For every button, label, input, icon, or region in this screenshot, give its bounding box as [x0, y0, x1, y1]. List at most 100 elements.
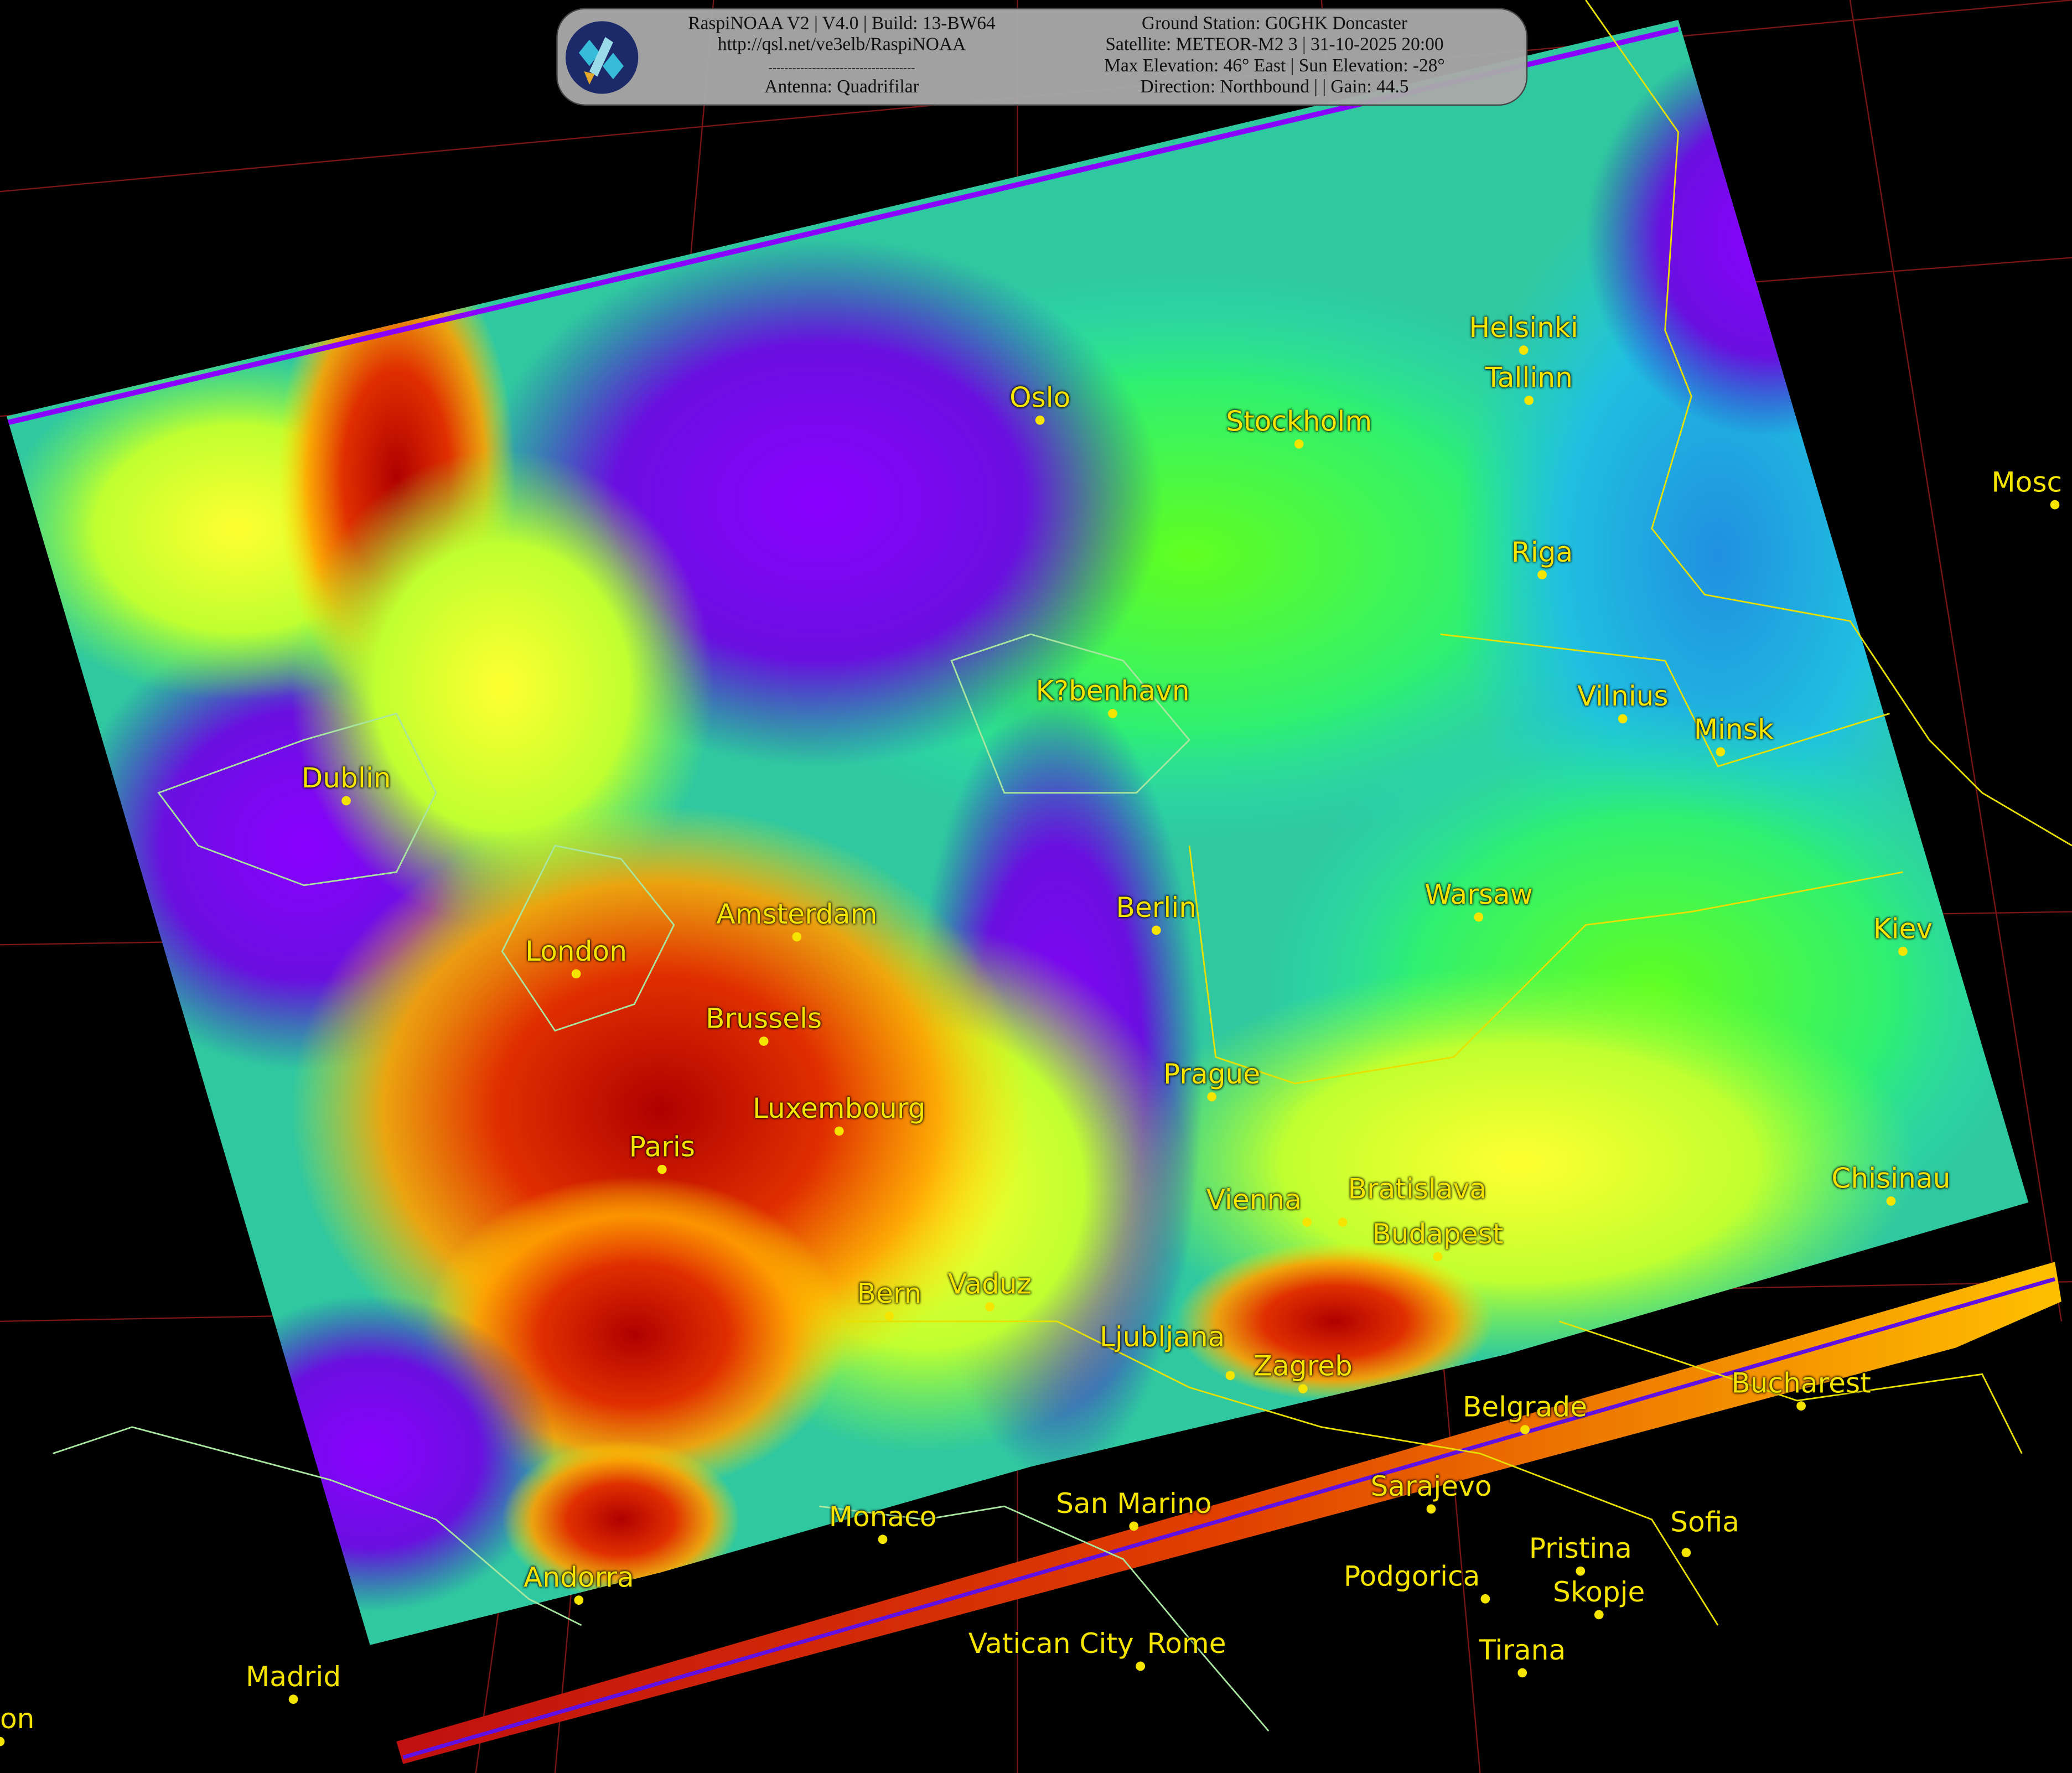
- city-label-tirana: Tirana: [1479, 1634, 1566, 1667]
- elevation-info: Max Elevation: 46° East | Sun Elevation:…: [1104, 56, 1445, 77]
- satellite-and-time: Satellite: METEOR-M2 3 | 31-10-2025 20:0…: [1105, 35, 1444, 56]
- city-marker-london: [571, 969, 581, 979]
- city-label-pristina: Pristina: [1529, 1532, 1632, 1565]
- raspinoaa-logo: [565, 21, 639, 94]
- city-label-bern: Bern: [857, 1278, 922, 1310]
- city-label-paris: Paris: [629, 1131, 695, 1163]
- city-label-ljubljana: Ljubljana: [1099, 1321, 1225, 1354]
- city-marker-bucharest: [1796, 1401, 1806, 1411]
- pass-details: Ground Station: G0GHK Doncaster Satellit…: [1040, 14, 1509, 99]
- city-label-kiev: Kiev: [1873, 913, 1933, 945]
- city-marker-vilnius: [1618, 714, 1628, 724]
- city-marker-zagreb: [1298, 1384, 1308, 1393]
- city-label-bratislava: Bratislava: [1348, 1173, 1487, 1205]
- city-label-andorra: Andorra: [524, 1562, 634, 1594]
- separator: -------------------------------------: [768, 60, 915, 74]
- city-label-monaco: Monaco: [828, 1501, 937, 1533]
- city-marker-pristina: [1576, 1566, 1586, 1576]
- city-label-vaduz: Vaduz: [947, 1268, 1032, 1300]
- city-label-vilnius: Vilnius: [1577, 680, 1669, 713]
- city-marker-chisinau: [1886, 1196, 1896, 1206]
- software-url[interactable]: http://qsl.net/ve3elb/RaspiNOAA: [717, 35, 966, 56]
- city-marker-sofia: [1681, 1548, 1691, 1558]
- city-marker-ljubljana: [1225, 1371, 1235, 1381]
- software-version: RaspiNOAA V2 | V4.0 | Build: 13-BW64: [688, 14, 996, 35]
- city-marker-tirana: [1517, 1668, 1527, 1678]
- city-label-stockholm: Stockholm: [1226, 406, 1372, 438]
- city-label-mosc: Mosc: [1991, 466, 2063, 499]
- city-marker-riga: [1537, 570, 1547, 580]
- city-label-helsinki: Helsinki: [1469, 312, 1578, 344]
- city-label-vatican-city: Vatican City: [968, 1627, 1134, 1660]
- city-marker-belgrade: [1520, 1425, 1530, 1434]
- city-marker-oslo: [1035, 415, 1045, 425]
- city-marker-kiev: [1898, 946, 1908, 956]
- city-label-riga: Riga: [1511, 536, 1573, 568]
- city-marker-podgorica: [1480, 1594, 1490, 1604]
- city-marker-on: [0, 1736, 5, 1746]
- city-label-warsaw: Warsaw: [1424, 878, 1533, 911]
- city-label-podgorica: Podgorica: [1344, 1560, 1480, 1593]
- ground-station: Ground Station: G0GHK Doncaster: [1142, 14, 1408, 35]
- city-label-bucharest: Bucharest: [1731, 1367, 1871, 1399]
- station-software-info: RaspiNOAA V2 | V4.0 | Build: 13-BW64 htt…: [650, 14, 1033, 99]
- city-label-rome: Rome: [1147, 1627, 1226, 1660]
- city-label-budapest: Budapest: [1372, 1218, 1504, 1250]
- city-label-prague: Prague: [1163, 1058, 1261, 1090]
- city-label-amsterdam: Amsterdam: [716, 898, 878, 931]
- city-label-skopje: Skopje: [1553, 1576, 1645, 1608]
- city-label-sarajevo: Sarajevo: [1370, 1470, 1492, 1502]
- coastlines: [53, 633, 1270, 1731]
- city-marker-berlin: [1151, 925, 1161, 935]
- city-label-luxembourg: Luxembourg: [752, 1092, 926, 1125]
- city-label-brussels: Brussels: [706, 1003, 822, 1035]
- city-marker-k-benhavn: [1108, 709, 1117, 718]
- city-marker-skopje: [1594, 1610, 1604, 1620]
- city-label-k-benhavn: K?benhavn: [1035, 675, 1190, 707]
- city-label-dublin: Dublin: [301, 762, 391, 795]
- city-marker-rome: [1136, 1661, 1146, 1671]
- city-marker-monaco: [878, 1534, 888, 1544]
- city-marker-sarajevo: [1426, 1504, 1436, 1514]
- city-label-minsk: Minsk: [1693, 713, 1774, 745]
- city-marker-tallinn: [1524, 396, 1534, 405]
- city-marker-madrid: [288, 1694, 298, 1704]
- antenna-info: Antenna: Quadrifilar: [764, 77, 919, 98]
- city-marker-andorra: [574, 1595, 584, 1605]
- city-marker-budapest: [1433, 1252, 1443, 1262]
- city-marker-luxembourg: [834, 1126, 844, 1136]
- city-label-berlin: Berlin: [1116, 891, 1197, 924]
- city-marker-vienna: [1302, 1217, 1312, 1227]
- pass-info-banner: RaspiNOAA V2 | V4.0 | Build: 13-BW64 htt…: [556, 8, 1528, 106]
- country-borders: [846, 0, 2072, 1626]
- city-marker-minsk: [1716, 747, 1726, 757]
- city-label-oslo: Oslo: [1009, 382, 1071, 414]
- satellite-icon: [578, 37, 624, 85]
- city-label-tallinn: Tallinn: [1485, 362, 1573, 394]
- city-label-zagreb: Zagreb: [1253, 1350, 1353, 1382]
- city-marker-vaduz: [985, 1302, 994, 1311]
- city-marker-san-marino: [1129, 1521, 1139, 1531]
- city-marker-helsinki: [1519, 345, 1529, 355]
- city-marker-brussels: [759, 1036, 769, 1046]
- city-label-madrid: Madrid: [245, 1661, 341, 1693]
- city-marker-mosc: [2050, 500, 2060, 510]
- city-label-sofia: Sofia: [1670, 1506, 1740, 1538]
- city-label-belgrade: Belgrade: [1462, 1391, 1588, 1423]
- city-label-london: London: [525, 935, 627, 967]
- city-marker-paris: [657, 1164, 667, 1174]
- city-marker-bratislava: [1338, 1217, 1348, 1227]
- city-marker-warsaw: [1474, 912, 1484, 922]
- city-marker-bern: [884, 1311, 894, 1321]
- direction-gain: Direction: Northbound | | Gain: 44.5: [1140, 77, 1409, 98]
- city-marker-dublin: [341, 796, 351, 806]
- city-marker-amsterdam: [792, 932, 802, 942]
- city-marker-stockholm: [1294, 439, 1304, 449]
- city-label-chisinau: Chisinau: [1831, 1163, 1951, 1195]
- city-marker-prague: [1207, 1092, 1216, 1102]
- city-label-san-marino: San Marino: [1056, 1487, 1212, 1520]
- city-label-on: on: [0, 1703, 35, 1735]
